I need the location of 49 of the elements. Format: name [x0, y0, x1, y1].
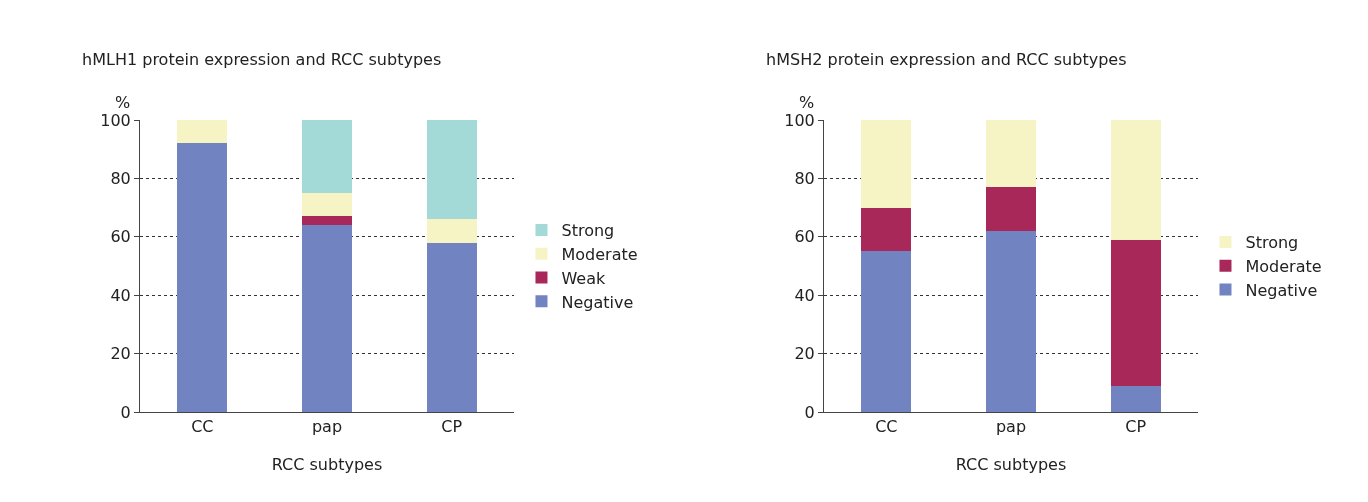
- y-tick-label: 100: [784, 110, 815, 130]
- bar: [1110, 120, 1161, 240]
- legend-label: Weak: [561, 268, 607, 288]
- y-tick-label: 0: [804, 402, 815, 422]
- y-tick-label: 80: [794, 169, 815, 188]
- x-axis-title: RCC subtypes: [271, 455, 383, 474]
- y-tick-label: 80: [110, 169, 131, 188]
- bar: [177, 143, 228, 412]
- bar: [302, 120, 352, 193]
- x-tick-label: pap: [311, 417, 343, 437]
- y-tick-label: 20: [794, 344, 815, 364]
- x-tick-label: pap: [995, 417, 1027, 437]
- x-tick-label: CP: [441, 417, 463, 437]
- legend-label: Negative: [561, 292, 634, 312]
- bar: [426, 219, 477, 243]
- y-tick-label: 100: [100, 110, 131, 130]
- bar: [861, 120, 912, 208]
- bar: [986, 120, 1036, 188]
- chart-title: hMLH1 protein expression and RCC subtypes: [82, 50, 442, 70]
- y-axis-title: %: [799, 93, 815, 112]
- y-tick-label: 60: [794, 227, 815, 247]
- bar: [986, 187, 1036, 231]
- x-axis-title: RCC subtypes: [955, 455, 1067, 474]
- bar: [426, 120, 477, 220]
- bar: [986, 230, 1036, 412]
- chart-title: hMSH2 protein expression and RCC subtypes: [766, 50, 1127, 70]
- y-tick-label: 0: [120, 402, 131, 422]
- x-tick-label: CC: [191, 417, 214, 437]
- bar: [302, 193, 352, 217]
- bar: [861, 207, 912, 252]
- bar: [177, 120, 228, 144]
- legend-label: Strong: [1245, 233, 1299, 253]
- y-tick-label: 40: [794, 285, 815, 305]
- y-tick-label: 20: [110, 344, 131, 364]
- y-tick-label: 40: [110, 285, 131, 305]
- legend-label: Negative: [1245, 280, 1318, 300]
- x-tick-label: CC: [875, 417, 898, 437]
- bar: [426, 242, 477, 412]
- bar: [861, 251, 912, 412]
- bar: [302, 216, 352, 226]
- y-axis-title: %: [115, 93, 131, 112]
- legend-label: Strong: [561, 221, 615, 241]
- x-tick-label: CP: [1125, 417, 1147, 437]
- bar: [1110, 385, 1161, 412]
- bar: [1110, 239, 1161, 386]
- y-tick-label: 60: [110, 227, 131, 247]
- bar: [302, 225, 352, 412]
- legend-label: Moderate: [561, 244, 638, 264]
- legend-label: Moderate: [1245, 256, 1322, 276]
